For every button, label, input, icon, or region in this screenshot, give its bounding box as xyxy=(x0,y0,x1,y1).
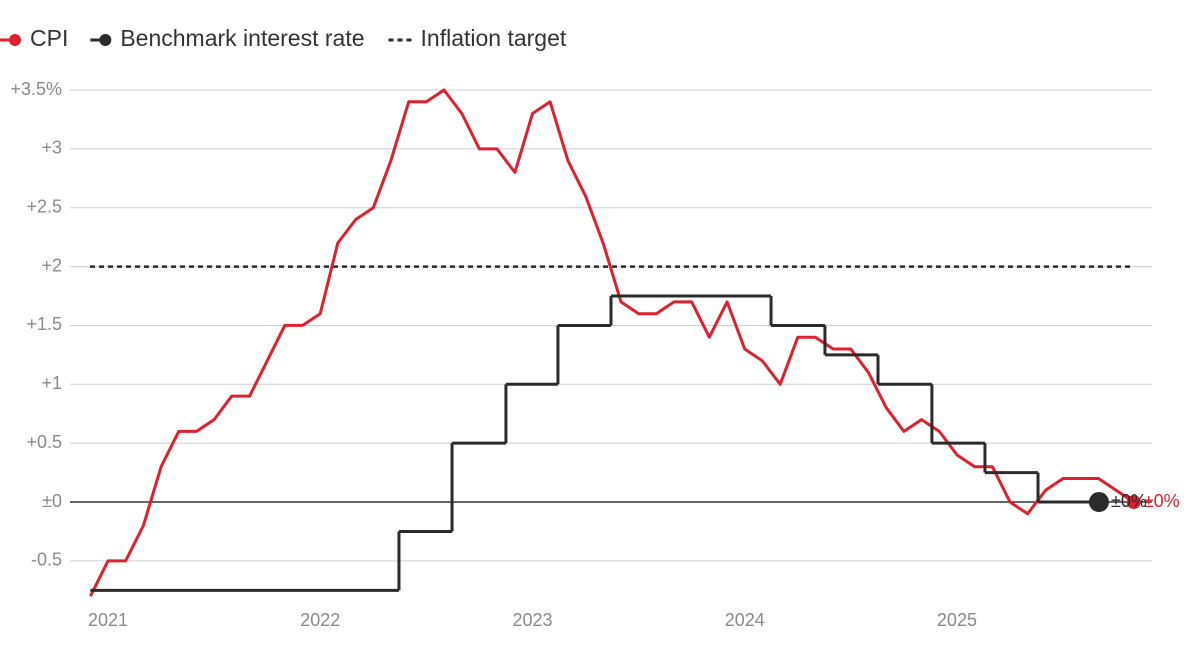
y-tick-label: +1.5 xyxy=(26,314,62,334)
y-tick-label: ±0 xyxy=(42,491,62,511)
x-tick-label: 2021 xyxy=(88,610,128,630)
y-tick-label: +3.5% xyxy=(10,79,62,99)
x-tick-label: 2024 xyxy=(725,610,765,630)
end-label: ±0% xyxy=(1144,491,1180,511)
x-tick-label: 2025 xyxy=(937,610,977,630)
y-tick-label: +3 xyxy=(41,138,62,158)
y-tick-label: +2 xyxy=(41,255,62,275)
legend-dot xyxy=(9,34,21,46)
x-tick-label: 2023 xyxy=(512,610,552,630)
x-tick-label: 2022 xyxy=(300,610,340,630)
end-label: ±0% xyxy=(1111,491,1147,511)
end-dot xyxy=(1088,492,1109,513)
end-dot xyxy=(1126,495,1141,510)
legend-label: Benchmark interest rate xyxy=(120,25,364,51)
series-line xyxy=(89,88,1135,597)
y-tick-label: +0.5 xyxy=(26,432,62,452)
legend-dot xyxy=(99,34,112,46)
y-tick-label: +1 xyxy=(41,373,62,393)
y-tick-label: -0.5 xyxy=(31,550,62,570)
legend-label: Inflation target xyxy=(421,25,567,51)
y-tick-label: +2.5 xyxy=(26,196,62,216)
legend-label: CPI xyxy=(30,25,68,51)
